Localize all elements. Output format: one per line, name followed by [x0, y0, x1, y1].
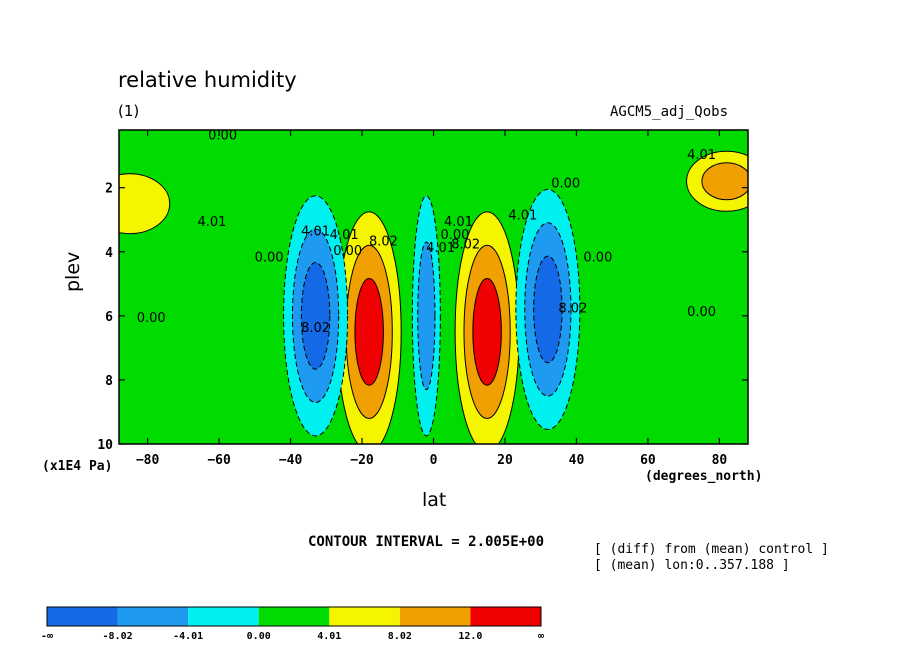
contour-label: 4.01: [687, 148, 716, 163]
contour-label: 0.00: [583, 250, 612, 265]
feature-maximum-5: [686, 150, 748, 212]
colorbar-label: 4.01: [317, 631, 341, 642]
axis-ticks: −80 −60 −40 −20 0 20 40 60 80 2 4 6 8 10: [97, 130, 748, 468]
mean-note: [ (mean) lon:0..357.188 ]: [594, 558, 790, 573]
contour-label: 0.00: [551, 177, 580, 192]
contour-label: 4.01: [508, 209, 537, 224]
colorbar-swatch: [47, 607, 118, 626]
contour-labels: 0.004.014.010.004.018.024.010.008.02 4.01…: [137, 129, 716, 336]
chart-title: relative humidity: [118, 68, 297, 92]
colorbar-swatch: [399, 607, 471, 626]
colorbar-label: 8.02: [388, 631, 412, 642]
contour-label: 4.01: [330, 228, 359, 243]
contour-field: [119, 130, 748, 444]
x-axis-label: lat: [422, 489, 447, 511]
x-tick-label: 40: [569, 453, 585, 468]
y-axis-units: (x1E4 Pa): [42, 459, 113, 474]
contour-label: 4.01: [301, 225, 330, 240]
x-tick-label: −80: [136, 453, 160, 468]
colorbar: -∞ -8.02 -4.01 0.00 4.01 8.02 12.0 ∞: [41, 606, 544, 642]
feature-minimum-2: [283, 195, 349, 437]
diff-note: [ (diff) from (mean) control ]: [594, 542, 829, 557]
feature-maximum-1: [454, 211, 520, 444]
colorbar-swatch: [329, 607, 400, 626]
chart-subtitle: (1): [118, 102, 140, 120]
colorbar-label: 12.0: [458, 631, 482, 642]
contour-label: 0.00: [440, 228, 469, 243]
feature-maximum-6: [119, 173, 171, 235]
contour-level-6: [354, 278, 384, 386]
x-tick-label: −40: [279, 453, 303, 468]
run-name: AGCM5_adj_Qobs: [610, 104, 729, 120]
contour-level-4: [119, 173, 171, 235]
x-tick-label: 80: [712, 453, 728, 468]
contour-interval: CONTOUR INTERVAL = 2.005E+00: [308, 534, 545, 550]
feature-minimum-3: [515, 188, 581, 430]
colorbar-label: -4.01: [173, 631, 203, 642]
contour-label: 8.02: [451, 238, 480, 253]
y-tick-label: 2: [105, 182, 113, 197]
contour-label: 4.01: [426, 241, 455, 256]
contour-level-0: [300, 262, 331, 370]
x-tick-label: 60: [640, 453, 656, 468]
contour-label: 0.00: [687, 305, 716, 320]
contour-label: 8.02: [558, 302, 587, 317]
y-tick-label: 8: [105, 374, 113, 389]
contour-level-5: [701, 162, 748, 201]
contour-label: 4.01: [444, 215, 473, 230]
y-tick-label: 6: [105, 310, 113, 325]
colorbar-swatch: [188, 607, 259, 626]
colorbar-label: 0.00: [247, 631, 271, 642]
x-tick-label: −20: [350, 453, 374, 468]
contour-label: 0.00: [255, 250, 284, 265]
feature-minimum-4: [411, 195, 441, 437]
colorbar-label: ∞: [538, 631, 544, 642]
x-tick-label: −60: [207, 453, 231, 468]
contour-label: 8.02: [301, 321, 330, 336]
colorbar-label: -∞: [41, 631, 53, 642]
contour-label: 4.01: [197, 215, 226, 230]
colorbar-swatch: [117, 607, 189, 626]
colorbar-swatch: [470, 607, 541, 626]
colorbar-label: -8.02: [103, 631, 133, 642]
colorbar-swatch: [258, 607, 330, 626]
y-tick-label: 4: [105, 246, 113, 261]
colorbar-frame: [46, 606, 542, 627]
contour-level-0: [533, 255, 563, 364]
feature-maximum-0: [336, 211, 402, 444]
x-tick-label: 20: [497, 453, 513, 468]
contour-label: 0.00: [208, 129, 237, 144]
contour-label: 0.00: [333, 244, 362, 259]
x-axis-units: (degrees_north): [645, 469, 763, 484]
contour-label: 0.00: [137, 311, 166, 326]
contour-level-6: [472, 278, 502, 386]
contour-label: 8.02: [369, 234, 398, 249]
y-tick-label: 10: [97, 438, 113, 453]
contour-level-1: [417, 241, 436, 391]
x-tick-label: 0: [430, 453, 438, 468]
